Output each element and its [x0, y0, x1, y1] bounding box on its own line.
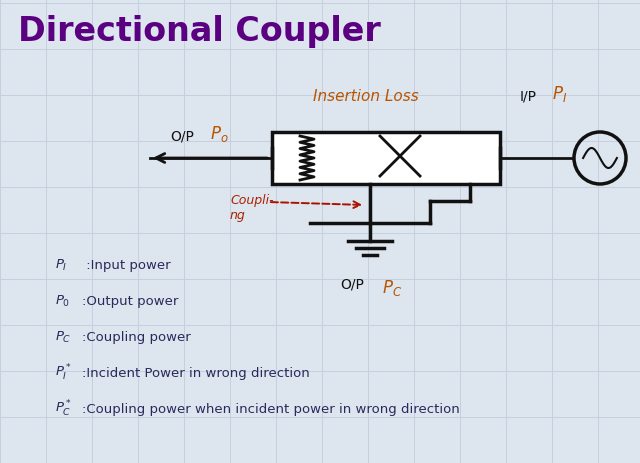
Text: $P_C^*$: $P_C^*$ — [55, 399, 72, 419]
Text: Directional Coupler: Directional Coupler — [18, 15, 381, 48]
Text: :Incident Power in wrong direction: :Incident Power in wrong direction — [82, 367, 310, 380]
Text: O/P: O/P — [170, 130, 194, 144]
Text: Coupli-
ng: Coupli- ng — [230, 194, 274, 222]
Text: $P_C$: $P_C$ — [55, 330, 72, 344]
Text: $P_C$: $P_C$ — [382, 278, 402, 298]
Text: $P_I^*$: $P_I^*$ — [55, 363, 72, 383]
Text: O/P: O/P — [340, 278, 364, 292]
Text: I/P: I/P — [520, 90, 537, 104]
Text: :Input power: :Input power — [82, 258, 171, 271]
Bar — [272, 132, 500, 184]
Text: Insertion Loss: Insertion Loss — [313, 89, 419, 104]
Text: $P_I$: $P_I$ — [55, 257, 67, 273]
Text: $P_o$: $P_o$ — [210, 124, 228, 144]
Text: $P_0$: $P_0$ — [55, 294, 70, 308]
Text: $P_I$: $P_I$ — [552, 84, 567, 104]
Text: :Output power: :Output power — [82, 294, 179, 307]
Text: :Coupling power when incident power in wrong direction: :Coupling power when incident power in w… — [82, 402, 460, 415]
Text: :Coupling power: :Coupling power — [82, 331, 191, 344]
